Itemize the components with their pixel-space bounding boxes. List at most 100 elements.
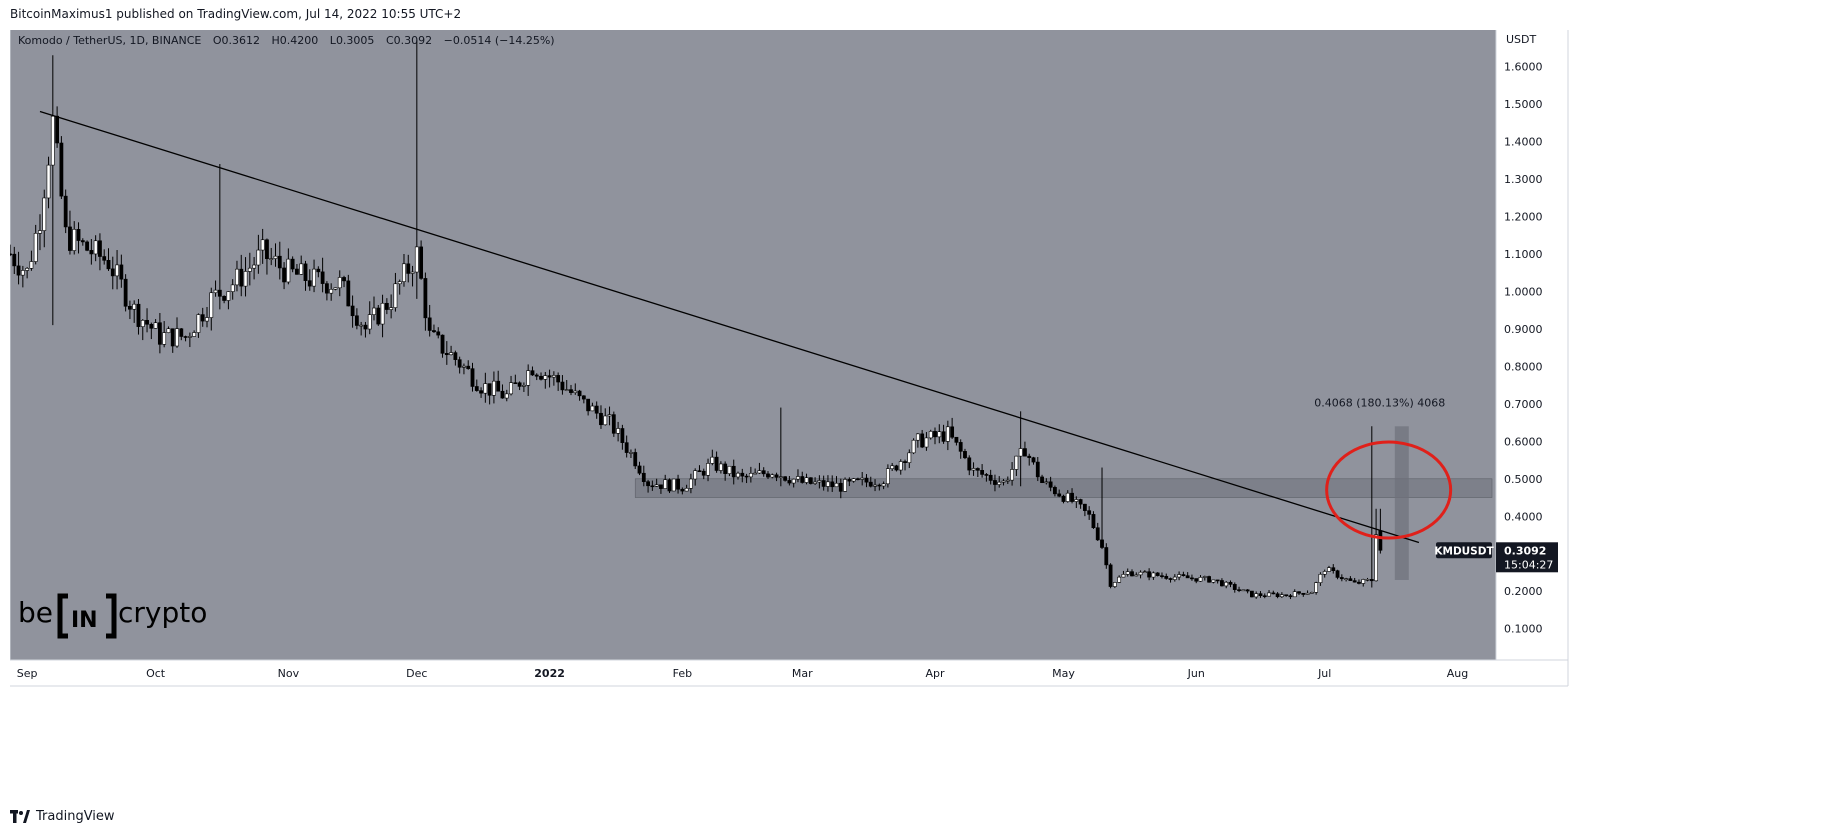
candle-body: [650, 485, 655, 488]
price-tick-15: 0.1000: [1504, 623, 1543, 636]
legend: Komodo / TetherUS, 1D, BINANCE O0.3612 H…: [18, 34, 555, 47]
candle-body: [834, 482, 839, 488]
candle-body: [1220, 580, 1224, 587]
candle-body: [560, 381, 565, 391]
candle-body: [346, 280, 351, 307]
time-tick-9: Jun: [1187, 667, 1205, 680]
candle-body: [222, 296, 227, 301]
candle-body: [320, 271, 325, 284]
legend-h-label: H: [272, 34, 280, 47]
candle-body: [963, 451, 967, 459]
candle-body: [856, 478, 860, 480]
candle-body: [1250, 590, 1254, 598]
candle-body: [748, 473, 753, 478]
candle-body: [551, 375, 556, 378]
candle-body: [1339, 577, 1344, 580]
candle-body: [586, 398, 591, 412]
candle-body: [376, 307, 381, 325]
candle-body: [774, 474, 779, 478]
candle-body: [402, 263, 406, 282]
time-tick-8: May: [1052, 667, 1075, 680]
candle-body: [474, 386, 479, 391]
candle-body: [166, 328, 171, 333]
measure-label: 0.4068 (180.13%) 4068: [1314, 396, 1445, 409]
highlight-circle[interactable]: [1325, 440, 1453, 540]
candle-body: [307, 280, 312, 287]
candle-body: [564, 389, 569, 391]
candle-body: [1014, 455, 1019, 470]
candle-body: [1155, 572, 1160, 576]
candle-body: [432, 330, 436, 333]
last-price-tag[interactable]: KMDUSDT 0.3092 15:04:27: [1434, 542, 1558, 573]
candle-body: [1172, 576, 1177, 580]
candle-body: [667, 479, 672, 492]
tradingview-brand-label: TradingView: [36, 809, 115, 824]
candle-body: [993, 480, 997, 485]
candle-body: [282, 267, 286, 283]
candle-body: [72, 229, 77, 251]
candle-body: [890, 465, 895, 470]
tradingview-brand[interactable]: TradingView: [10, 809, 115, 824]
candle-body: [697, 470, 702, 472]
candle-body: [175, 328, 179, 347]
candle-body: [492, 380, 496, 396]
candle-body: [1125, 571, 1130, 575]
candle-body: [1053, 487, 1057, 495]
candle-body: [860, 477, 865, 480]
candle-body: [243, 271, 248, 287]
tradingview-logo-icon: [10, 809, 30, 823]
candle-body: [817, 480, 822, 483]
candle-body: [689, 478, 693, 489]
candle-body: [504, 393, 509, 399]
candle-body: [671, 478, 676, 492]
candle-body: [1040, 476, 1044, 483]
candle-body: [599, 412, 603, 426]
candle-body: [372, 307, 376, 315]
candle-body: [954, 436, 959, 443]
candle-body: [487, 383, 492, 396]
candle-body: [1232, 584, 1237, 590]
candle-body: [873, 484, 877, 487]
descending-trendline[interactable]: [39, 110, 1420, 544]
candle-body: [1130, 571, 1134, 577]
candle-body: [312, 268, 316, 287]
price-chart[interactable]: 0.4068 (180.13%) 4068 Komodo / TetherUS,…: [10, 30, 1818, 826]
candle-body: [46, 164, 51, 199]
candle-body: [132, 303, 137, 310]
candle-body: [1027, 455, 1032, 458]
candle-body: [265, 239, 269, 260]
candle-body: [903, 461, 907, 463]
candle-body: [907, 452, 912, 463]
candle-body: [20, 270, 25, 276]
candle-body: [723, 463, 728, 474]
candle-body: [611, 414, 616, 434]
candle-body: [680, 488, 685, 492]
publish-info: BitcoinMaximus1 published on TradingView…: [10, 7, 462, 21]
candle-body: [736, 472, 740, 478]
candle-body: [1331, 567, 1336, 572]
candle-body: [1327, 567, 1331, 572]
svg-text:Komodo / TetherUS, 1D, BINANCE: Komodo / TetherUS, 1D, BINANCE O0.3612 H…: [18, 34, 555, 47]
candle-body: [205, 317, 209, 322]
candle-body: [1288, 595, 1293, 598]
candle-body: [556, 375, 561, 383]
candle-body: [1031, 457, 1036, 463]
candle-body: [590, 405, 595, 412]
candle-body: [354, 315, 359, 326]
candle-body: [414, 246, 419, 273]
candle-body: [380, 302, 385, 325]
ticker-tag-label: KMDUSDT: [1434, 545, 1494, 557]
candle-body: [710, 456, 715, 464]
plot-area[interactable]: [10, 30, 1496, 660]
support-zone[interactable]: [634, 478, 1493, 498]
candle-body: [1164, 575, 1169, 579]
candle-body: [753, 472, 758, 475]
candle-body: [1374, 534, 1378, 582]
beincrypto-watermark: be IN crypto: [18, 593, 207, 639]
candle-body: [350, 305, 355, 317]
candle-body: [766, 473, 770, 478]
candle-body: [140, 319, 145, 327]
candle-body: [1168, 578, 1173, 580]
measure-bar[interactable]: [1394, 426, 1409, 580]
candle-body: [303, 263, 308, 281]
